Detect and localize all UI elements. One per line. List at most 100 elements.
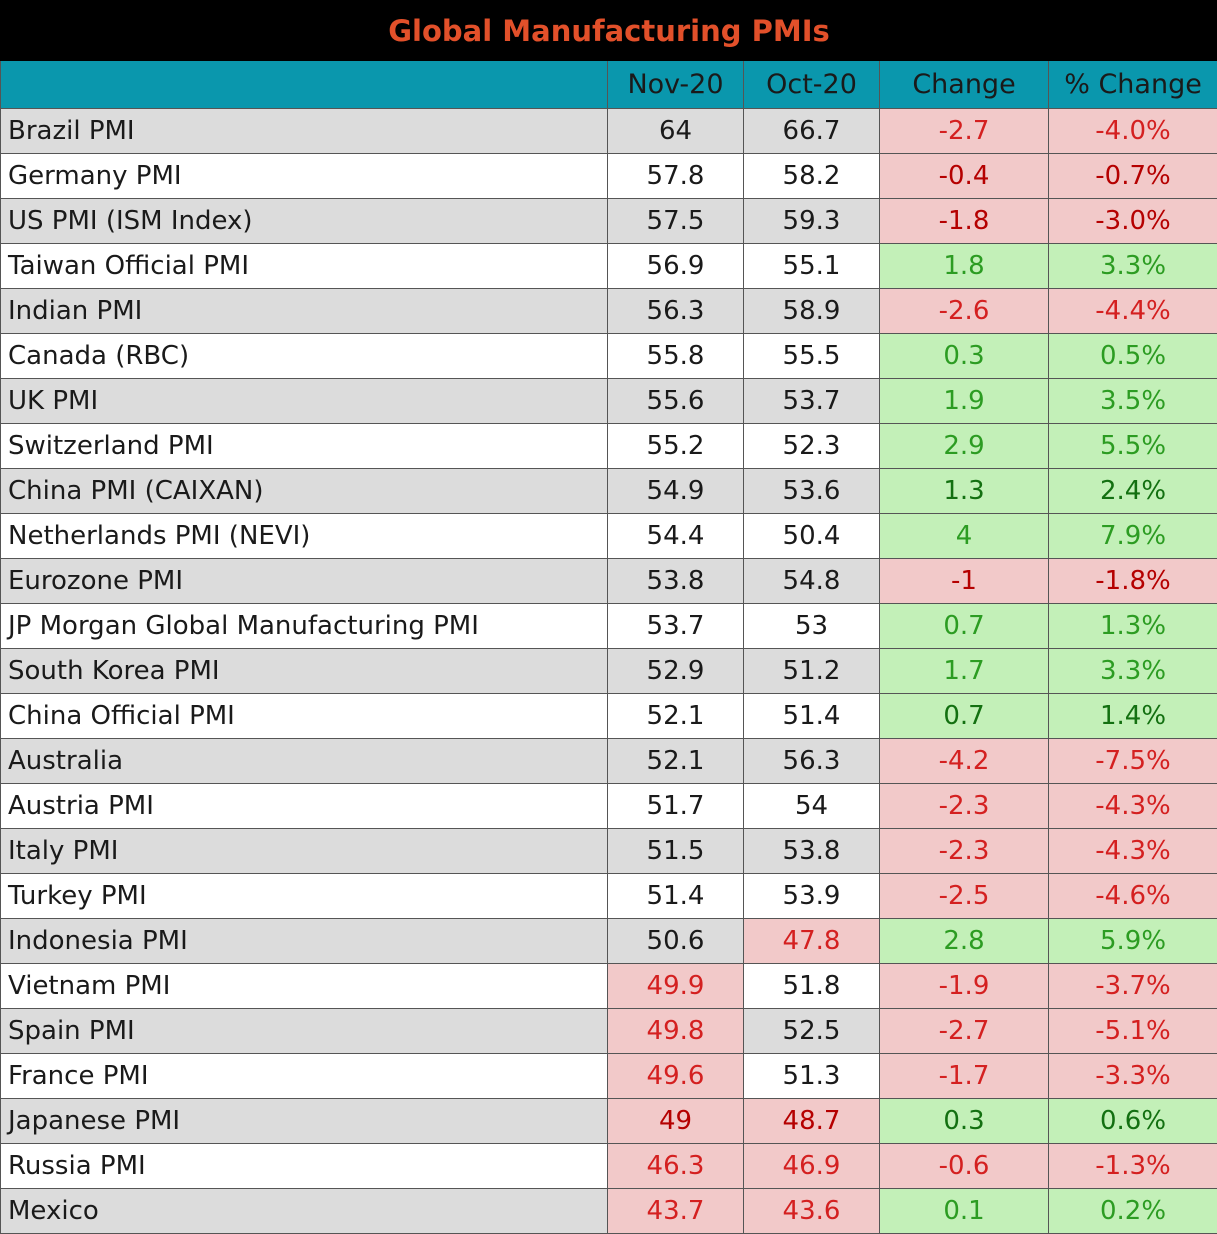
cell-change: 4: [880, 514, 1049, 559]
cell-change: 2.8: [880, 919, 1049, 964]
cell-change: -1.9: [880, 964, 1049, 1009]
cell-nov: 46.3: [608, 1144, 744, 1189]
cell-pct-change: 2.4%: [1049, 469, 1217, 514]
cell-nov: 52.1: [608, 694, 744, 739]
cell-oct: 51.2: [744, 649, 880, 694]
cell-nov: 43.7: [608, 1189, 744, 1234]
cell-change: 0.3: [880, 1099, 1049, 1144]
cell-nov: 56.9: [608, 244, 744, 289]
cell-nov: 55.6: [608, 379, 744, 424]
row-label: Spain PMI: [1, 1009, 608, 1054]
cell-oct: 53.6: [744, 469, 880, 514]
row-label: Germany PMI: [1, 154, 608, 199]
row-label: Eurozone PMI: [1, 559, 608, 604]
cell-oct: 58.2: [744, 154, 880, 199]
cell-oct: 53.7: [744, 379, 880, 424]
cell-change: -4.2: [880, 739, 1049, 784]
cell-oct: 51.3: [744, 1054, 880, 1099]
cell-pct-change: -4.3%: [1049, 829, 1217, 874]
cell-pct-change: -4.6%: [1049, 874, 1217, 919]
row-label: China Official PMI: [1, 694, 608, 739]
cell-pct-change: 3.5%: [1049, 379, 1217, 424]
table-title: Global Manufacturing PMIs: [1, 1, 1217, 61]
cell-change: -1.8: [880, 199, 1049, 244]
cell-oct: 47.8: [744, 919, 880, 964]
row-label: Austria PMI: [1, 784, 608, 829]
cell-oct: 55.1: [744, 244, 880, 289]
row-label: South Korea PMI: [1, 649, 608, 694]
row-label: Italy PMI: [1, 829, 608, 874]
row-label: China PMI (CAIXAN): [1, 469, 608, 514]
cell-pct-change: 0.2%: [1049, 1189, 1217, 1234]
cell-pct-change: -1.8%: [1049, 559, 1217, 604]
cell-change: 0.1: [880, 1189, 1049, 1234]
cell-pct-change: -3.3%: [1049, 1054, 1217, 1099]
cell-pct-change: 1.4%: [1049, 694, 1217, 739]
cell-nov: 52.9: [608, 649, 744, 694]
cell-oct: 50.4: [744, 514, 880, 559]
cell-change: 2.9: [880, 424, 1049, 469]
column-header-oct: Oct-20: [744, 61, 880, 109]
cell-pct-change: -3.0%: [1049, 199, 1217, 244]
cell-nov: 49.8: [608, 1009, 744, 1054]
cell-nov: 57.5: [608, 199, 744, 244]
cell-change: -0.4: [880, 154, 1049, 199]
cell-oct: 56.3: [744, 739, 880, 784]
cell-oct: 53: [744, 604, 880, 649]
cell-change: 1.3: [880, 469, 1049, 514]
row-label: Canada (RBC): [1, 334, 608, 379]
cell-oct: 51.4: [744, 694, 880, 739]
row-label: Australia: [1, 739, 608, 784]
title-row: Global Manufacturing PMIs: [1, 1, 1217, 61]
cell-pct-change: -3.7%: [1049, 964, 1217, 1009]
cell-change: -2.7: [880, 1009, 1049, 1054]
cell-oct: 43.6: [744, 1189, 880, 1234]
cell-nov: 52.1: [608, 739, 744, 784]
row-label: Brazil PMI: [1, 109, 608, 154]
cell-pct-change: -7.5%: [1049, 739, 1217, 784]
cell-pct-change: 5.5%: [1049, 424, 1217, 469]
cell-nov: 64: [608, 109, 744, 154]
row-label: Russia PMI: [1, 1144, 608, 1189]
cell-oct: 54.8: [744, 559, 880, 604]
row-label: JP Morgan Global Manufacturing PMI: [1, 604, 608, 649]
cell-pct-change: 3.3%: [1049, 649, 1217, 694]
column-header-label: [1, 61, 608, 109]
cell-nov: 51.4: [608, 874, 744, 919]
cell-nov: 49: [608, 1099, 744, 1144]
cell-nov: 57.8: [608, 154, 744, 199]
row-label: UK PMI: [1, 379, 608, 424]
row-label: Indian PMI: [1, 289, 608, 334]
cell-pct-change: -1.3%: [1049, 1144, 1217, 1189]
row-label: Turkey PMI: [1, 874, 608, 919]
cell-oct: 48.7: [744, 1099, 880, 1144]
cell-nov: 55.8: [608, 334, 744, 379]
cell-oct: 52.5: [744, 1009, 880, 1054]
cell-nov: 49.9: [608, 964, 744, 1009]
cell-oct: 66.7: [744, 109, 880, 154]
cell-oct: 58.9: [744, 289, 880, 334]
cell-nov: 54.4: [608, 514, 744, 559]
cell-pct-change: -0.7%: [1049, 154, 1217, 199]
cell-change: -1: [880, 559, 1049, 604]
cell-pct-change: -4.3%: [1049, 784, 1217, 829]
cell-pct-change: -4.4%: [1049, 289, 1217, 334]
